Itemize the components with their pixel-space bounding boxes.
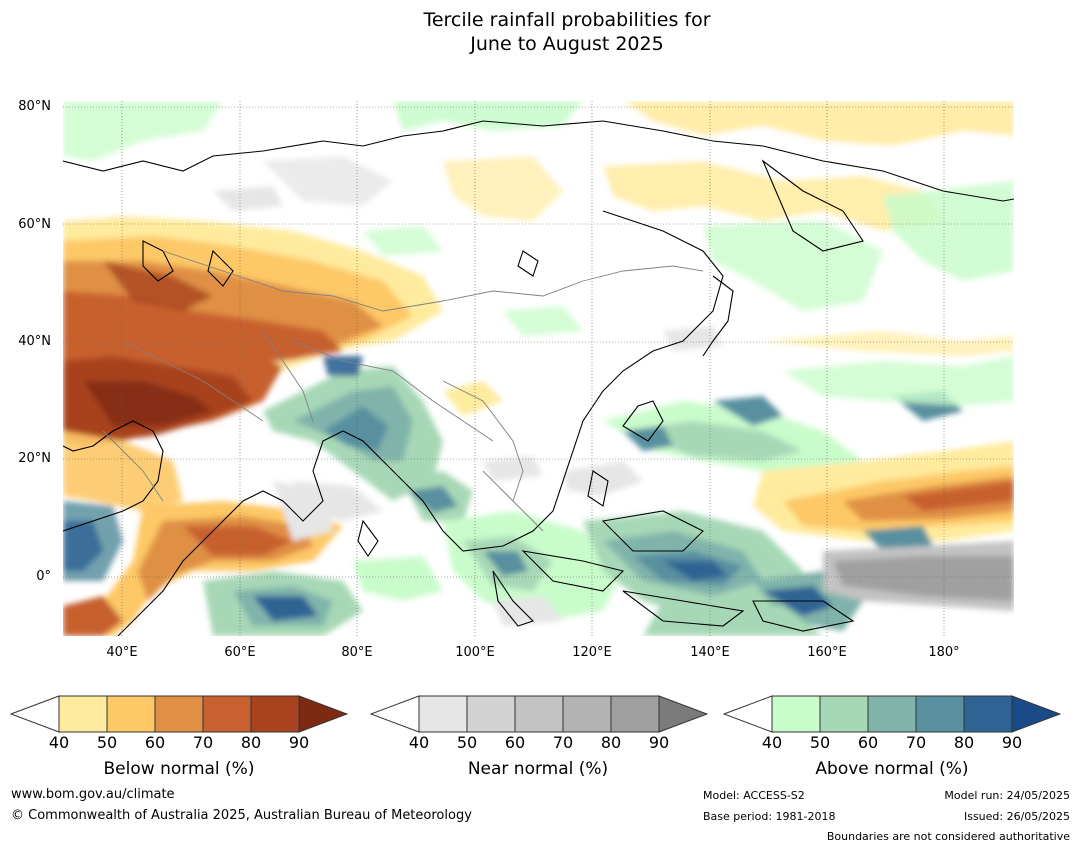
lon-label-80e: 80°E	[341, 645, 373, 660]
tick-label: 70	[192, 733, 214, 752]
lon-label-160e: 160°E	[807, 645, 847, 660]
tick-label: 90	[1001, 733, 1023, 752]
lat-label-20n: 20°N	[18, 451, 51, 466]
tick-label: 50	[96, 733, 118, 752]
lon-label-60e: 60°E	[224, 645, 256, 660]
tick-label: 80	[953, 733, 975, 752]
probability-fields	[63, 101, 1014, 636]
tick-label: 40	[48, 733, 70, 752]
boundaries-note: Boundaries are not considered authoritat…	[826, 830, 1070, 843]
title-line-1: Tercile rainfall probabilities for	[423, 9, 711, 31]
title-line-2: June to August 2025	[470, 33, 664, 55]
above-normal-colorbar	[723, 695, 1061, 733]
near-normal-title: Near normal (%)	[467, 759, 609, 779]
map-canvas	[63, 101, 1014, 636]
model-run-text: Model run: 24/05/2025	[944, 789, 1070, 802]
gridlines	[63, 101, 1014, 636]
coastlines	[63, 120, 1014, 636]
lon-label-40e: 40°E	[106, 645, 138, 660]
lat-label-80n: 80°N	[18, 99, 51, 114]
lon-label-140e: 140°E	[690, 645, 730, 660]
lon-label-180: 180°	[928, 645, 960, 660]
tick-label: 50	[456, 733, 478, 752]
website-link[interactable]: www.bom.gov.au/climate	[11, 787, 175, 802]
lat-label-0: 0°	[36, 569, 51, 584]
tick-label: 40	[761, 733, 783, 752]
tick-label: 60	[857, 733, 879, 752]
tick-label: 70	[552, 733, 574, 752]
lat-label-40n: 40°N	[18, 334, 51, 349]
tick-label: 90	[648, 733, 670, 752]
issued-text: Issued: 26/05/2025	[963, 810, 1070, 823]
near-normal-colorbar	[370, 695, 708, 733]
tick-label: 40	[408, 733, 430, 752]
tick-label: 80	[600, 733, 622, 752]
tick-label: 70	[905, 733, 927, 752]
model-text: Model: ACCESS-S2	[703, 789, 805, 802]
base-period-text: Base period: 1981-2018	[703, 810, 836, 823]
lon-label-100e: 100°E	[455, 645, 495, 660]
copyright-text: © Commonwealth of Australia 2025, Austra…	[11, 808, 472, 823]
rainfall-probability-map	[63, 101, 1014, 636]
below-normal-title: Below normal (%)	[103, 759, 255, 779]
tick-label: 80	[240, 733, 262, 752]
above-normal-title: Above normal (%)	[815, 759, 969, 779]
below-normal-colorbar	[10, 695, 348, 733]
below-normal-ticks: 40 50 60 70 80 90	[10, 733, 348, 752]
lat-label-60n: 60°N	[18, 217, 51, 232]
tick-label: 50	[809, 733, 831, 752]
tick-label: 90	[288, 733, 310, 752]
lon-label-120e: 120°E	[572, 645, 612, 660]
map-title: Tercile rainfall probabilities for June …	[0, 8, 1081, 56]
tick-label: 60	[504, 733, 526, 752]
near-normal-ticks: 40 50 60 70 80 90	[370, 733, 708, 752]
country-borders	[102, 250, 704, 532]
tick-label: 60	[144, 733, 166, 752]
above-normal-ticks: 40 50 60 70 80 90	[723, 733, 1061, 752]
